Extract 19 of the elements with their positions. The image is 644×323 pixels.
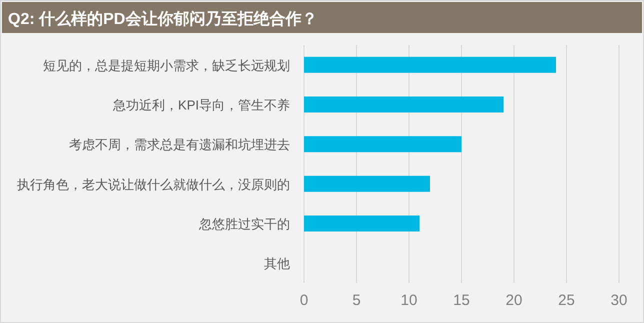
x-tick-label: 5 [352, 292, 361, 309]
y-tick-label: 急功近利，KPI导向，管生不养 [112, 98, 290, 112]
y-tick-label: 短见的，总是提短期小需求，缺乏长远规划 [43, 58, 290, 73]
y-tick-label: 执行角色，老大说让做什么就做什么，没原则的 [17, 176, 290, 192]
bar [304, 136, 462, 152]
x-tick-label: 0 [300, 292, 308, 309]
y-tick-label: 忽悠胜过实干的 [198, 216, 290, 232]
x-tick-label: 15 [453, 292, 470, 309]
bar [304, 56, 556, 73]
x-tick-label: 30 [610, 292, 628, 309]
bar [304, 96, 504, 112]
y-tick-label: 其他 [264, 256, 290, 272]
x-tick-label: 10 [400, 292, 418, 309]
text: Q2: 什么样的PD会让你郁闷乃至拒绝合作？ [8, 10, 318, 28]
bar [304, 176, 430, 192]
bar [304, 216, 420, 232]
x-tick-label: 20 [506, 292, 522, 309]
y-tick-label: 考虑不周，需求总是有遗漏和坑埋进去 [69, 137, 290, 152]
x-tick-label: 25 [558, 292, 575, 309]
